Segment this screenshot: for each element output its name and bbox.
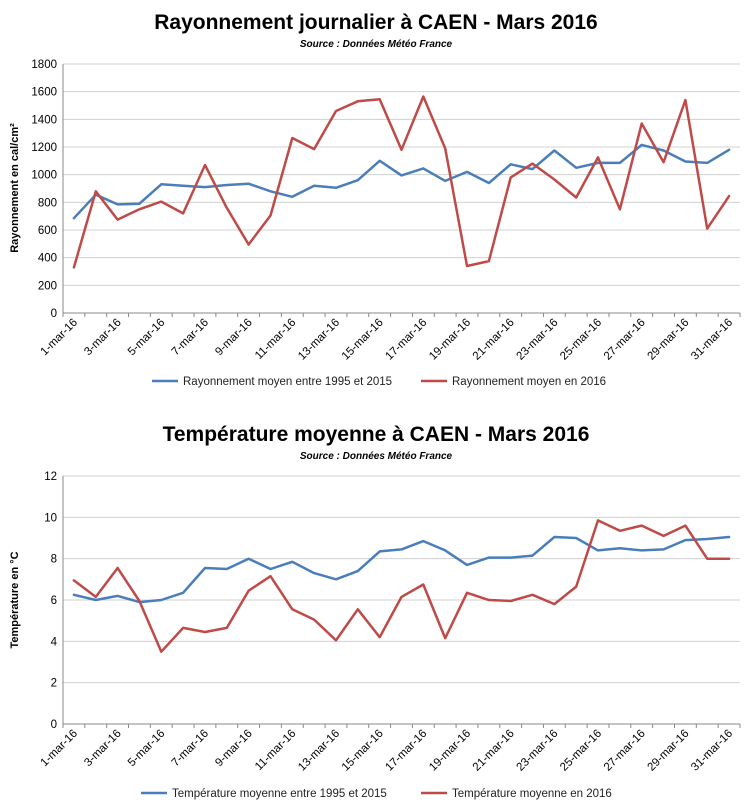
y-tick-label: 1000 (31, 170, 57, 182)
chart1-plot-area: 0 200 400 600 800 1000 1200 1400 1600 1800 1-mar-1… (31, 59, 741, 363)
x-tick-label: 27-mar-16 (602, 317, 648, 363)
y-tick-label: 10 (44, 512, 57, 524)
x-tick-label: 29-mar-16 (646, 728, 692, 774)
x-tick-label: 19-mar-16 (427, 728, 473, 774)
x-tick-label: 23-mar-16 (514, 317, 560, 363)
x-tick-label: 7-mar-16 (170, 728, 211, 769)
x-tick-label: 1-mar-16 (39, 728, 80, 769)
series-line-1 (72, 143, 731, 220)
y-tick-label: 800 (38, 197, 57, 209)
x-tick-label: 21-mar-16 (471, 317, 517, 363)
x-tick-label: 19-mar-16 (427, 317, 473, 363)
legend-item-1: Température moyenne entre 1995 et 2015 (141, 788, 387, 800)
legend-label: Rayonnement moyen entre 1995 et 2015 (183, 376, 392, 388)
x-tick-label: 23-mar-16 (514, 728, 560, 774)
y-tick-label: 2 (51, 678, 57, 690)
x-tick-label: 3-mar-16 (82, 317, 123, 358)
legend-label: Température moyenne entre 1995 et 2015 (172, 788, 387, 800)
series-line-2 (72, 95, 731, 269)
x-tick-label: 5-mar-16 (126, 317, 167, 358)
x-tick-label: 13-mar-16 (296, 317, 342, 363)
series-line-2 (72, 519, 731, 653)
legend-label: Température moyenne en 2016 (452, 788, 612, 800)
series-line-1 (72, 535, 731, 604)
x-tick-label: 9-mar-16 (213, 317, 254, 358)
x-tick-label: 17-mar-16 (383, 317, 429, 363)
y-tick-label: 1400 (31, 114, 57, 126)
y-tick-label: 400 (38, 253, 57, 265)
y-tick-label: 1600 (31, 87, 57, 99)
y-tick-label: 6 (51, 595, 57, 607)
chart1-source: Source : Données Météo France (300, 39, 453, 50)
chart1-legend: Rayonnement moyen entre 1995 et 2015 Rayo… (152, 376, 606, 388)
legend-item-2: Température moyenne en 2016 (421, 788, 612, 800)
chart2-plot-area: 0 2 4 6 8 10 12 1-mar-16 3-mar-16 5-mar-16 7-mar-1… (39, 471, 741, 774)
x-tick-label: 9-mar-16 (213, 728, 254, 769)
x-tick-label: 11-mar-16 (253, 317, 298, 362)
x-tick-label: 11-mar-16 (253, 728, 298, 773)
legend-item-1: Rayonnement moyen entre 1995 et 2015 (152, 376, 392, 388)
y-tick-label: 0 (51, 308, 57, 320)
x-tick-label: 13-mar-16 (296, 728, 342, 774)
y-tick-label: 4 (51, 636, 58, 648)
y-tick-label: 8 (51, 554, 57, 566)
chart2-y-axis-label: Température en °C (9, 551, 21, 648)
legend-item-2: Rayonnement moyen en 2016 (421, 376, 606, 388)
chart1-title: Rayonnement journalier à CAEN - Mars 201… (154, 11, 597, 34)
x-tick-label: 15-mar-16 (340, 317, 386, 363)
x-tick-label: 27-mar-16 (602, 728, 648, 774)
x-tick-label: 29-mar-16 (646, 317, 692, 363)
x-tick-label: 15-mar-16 (340, 728, 386, 774)
x-tick-label: 5-mar-16 (126, 728, 167, 769)
x-tick-label: 31-mar-16 (689, 317, 735, 363)
y-tick-label: 1800 (31, 59, 57, 71)
x-tick-label: 25-mar-16 (558, 728, 604, 774)
y-tick-label: 600 (38, 225, 57, 237)
x-tick-label: 31-mar-16 (689, 728, 735, 774)
y-tick-label: 200 (38, 280, 57, 292)
x-tick-label: 21-mar-16 (471, 728, 517, 774)
x-tick-label: 3-mar-16 (82, 728, 123, 769)
chart2-legend: Température moyenne entre 1995 et 2015 Te… (141, 788, 612, 800)
x-tick-label: 17-mar-16 (383, 728, 429, 774)
x-tick-label: 1-mar-16 (39, 317, 80, 358)
y-tick-label: 12 (44, 471, 57, 483)
y-tick-label: 1200 (31, 142, 57, 154)
x-tick-label: 7-mar-16 (170, 317, 211, 358)
chart2-source: Source : Données Météo France (300, 451, 453, 462)
x-tick-label: 25-mar-16 (558, 317, 604, 363)
chart2-title: Température moyenne à CAEN - Mars 2016 (163, 423, 590, 446)
chart1-y-axis-label: Rayonnement en cal/cm² (9, 123, 21, 253)
legend-label: Rayonnement moyen en 2016 (452, 376, 606, 388)
y-tick-label: 0 (51, 719, 57, 731)
